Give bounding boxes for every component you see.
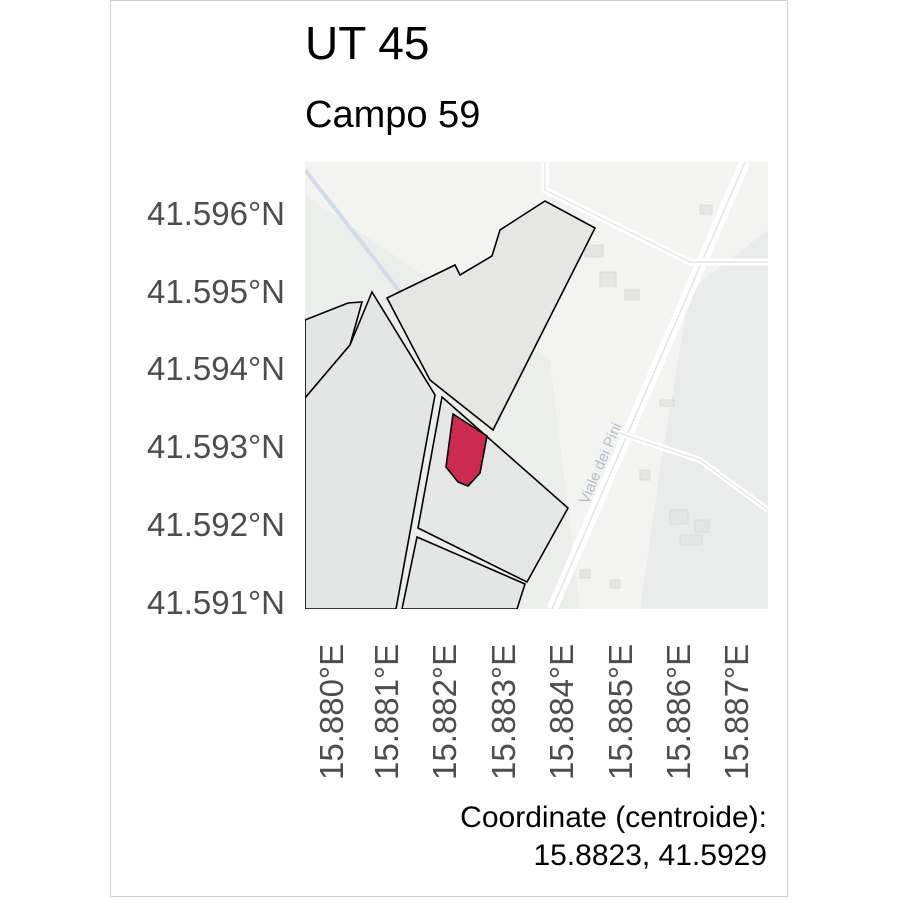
basemap-building xyxy=(699,204,713,215)
x-tick-label: 15.880°E xyxy=(313,643,350,780)
parcel xyxy=(385,200,597,432)
basemap-building xyxy=(579,569,591,579)
basemap-building xyxy=(694,519,710,533)
x-tick-label: 15.882°E xyxy=(426,643,463,780)
x-tick-label: 15.885°E xyxy=(602,643,639,780)
basemap-building xyxy=(679,534,703,546)
y-tick-label: 41.591°N xyxy=(147,584,285,621)
basemap-road xyxy=(609,429,768,511)
basemap-road xyxy=(551,162,746,609)
y-tick-label: 41.592°N xyxy=(147,506,285,543)
basemap-building xyxy=(639,469,651,481)
parcel xyxy=(401,535,526,609)
x-tick-label: 15.884°E xyxy=(543,643,580,780)
x-tick-label: 15.886°E xyxy=(660,643,697,780)
basemap-building xyxy=(599,271,617,287)
x-tick-label: 15.887°E xyxy=(718,643,755,780)
y-tick-label: 41.593°N xyxy=(147,428,285,465)
y-tick-label: 41.595°N xyxy=(147,273,285,310)
basemap-road xyxy=(544,162,768,263)
map-panel: Viale dei Pini xyxy=(305,162,768,609)
basemap-building xyxy=(659,399,675,407)
parcel xyxy=(305,301,364,400)
centroid-coordinates: 15.8823, 41.5929 xyxy=(533,839,767,872)
basemap-building xyxy=(584,244,604,258)
x-tick-label: 15.881°E xyxy=(368,643,405,780)
parcel xyxy=(305,290,436,609)
map-subtitle: Campo 59 xyxy=(305,94,481,136)
highlighted-parcel xyxy=(445,412,488,487)
caption-label: Coordinate (centroide): xyxy=(460,801,767,834)
map-title: UT 45 xyxy=(305,17,430,69)
y-tick-label: 41.596°N xyxy=(147,195,285,232)
basemap-building xyxy=(669,509,689,525)
basemap-building xyxy=(624,289,640,301)
basemap-building xyxy=(609,579,621,589)
x-tick-label: 15.883°E xyxy=(485,643,522,780)
y-tick-label: 41.594°N xyxy=(147,350,285,387)
